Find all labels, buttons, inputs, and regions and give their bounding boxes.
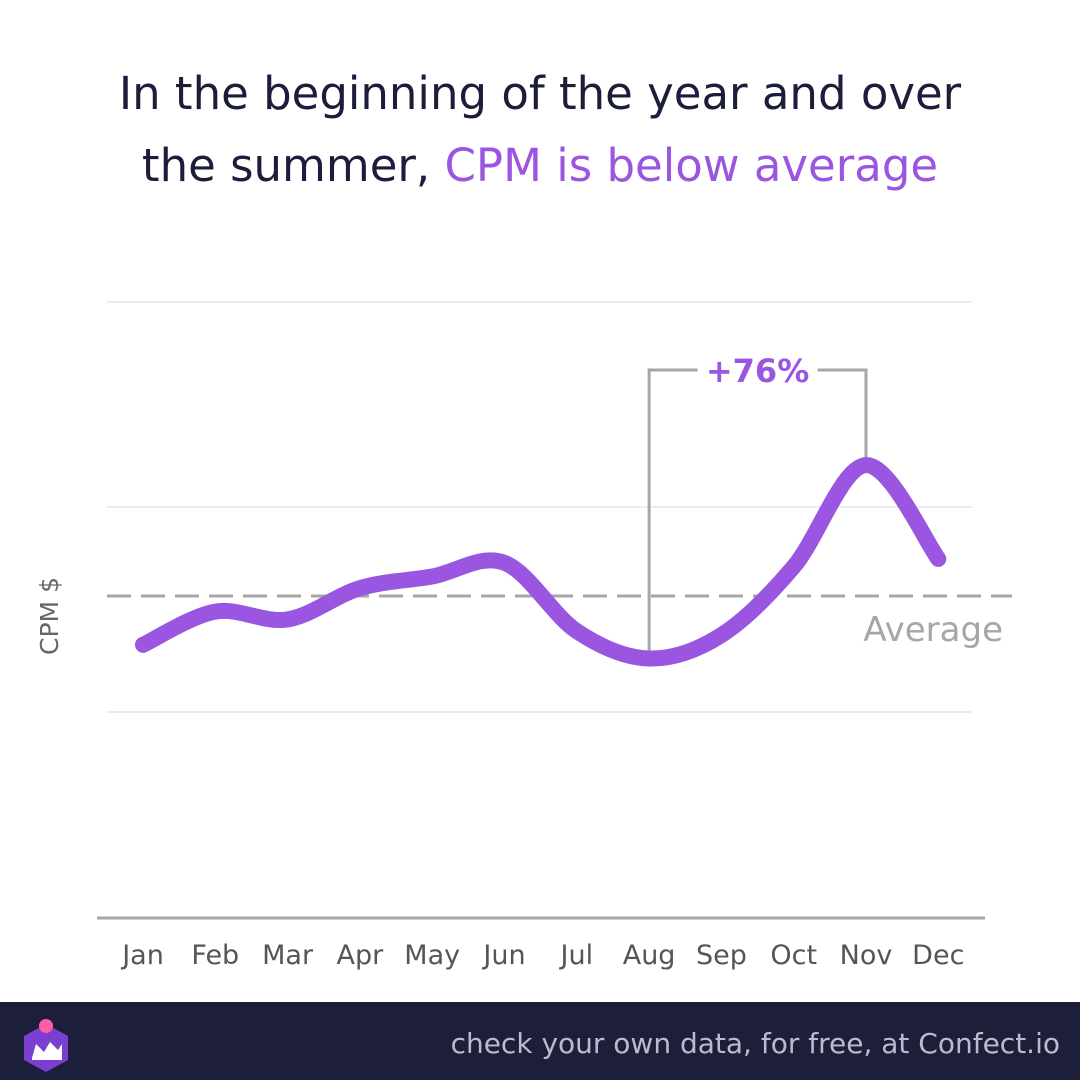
annotation-bracket-left: [647, 368, 698, 659]
x-tick-label-apr: Apr: [337, 940, 385, 971]
title-line-1: In the beginning of the year and over: [118, 67, 962, 120]
x-tick-label-sep: Sep: [696, 940, 747, 971]
x-tick-label-aug: Aug: [623, 940, 676, 971]
y-axis-label: CPM $: [35, 577, 64, 655]
footer-banner: check your own data, for free, at Confec…: [0, 1002, 1080, 1080]
x-tick-label-jul: Jul: [559, 940, 594, 971]
average-label: Average: [863, 610, 1003, 650]
x-tick-label-nov: Nov: [840, 940, 893, 971]
x-tick-label-dec: Dec: [912, 940, 964, 971]
x-tick-label-oct: Oct: [770, 940, 817, 971]
cpm-series-line: [135, 457, 947, 667]
x-tick-label-may: May: [404, 940, 460, 971]
annotation-bracket-right: [817, 368, 868, 462]
title-highlight: CPM is below average: [444, 139, 939, 192]
cpm-line-chart: CPM $ Average Jan Feb Mar Apr May Jun Jul Aug Sep O…: [35, 301, 1012, 971]
x-tick-label-feb: Feb: [191, 940, 239, 971]
x-tick-label-jan: Jan: [120, 940, 164, 971]
x-tick-label-mar: Mar: [262, 940, 314, 971]
chart-title: In the beginning of the year and over th…: [0, 58, 1080, 202]
confect-logo-icon: [24, 1019, 68, 1072]
title-line-2: the summer,: [141, 139, 445, 192]
x-tick-label-jun: Jun: [481, 940, 525, 971]
footer-text: check your own data, for free, at Confec…: [450, 1027, 1060, 1060]
annotation-label: +76%: [706, 352, 809, 390]
